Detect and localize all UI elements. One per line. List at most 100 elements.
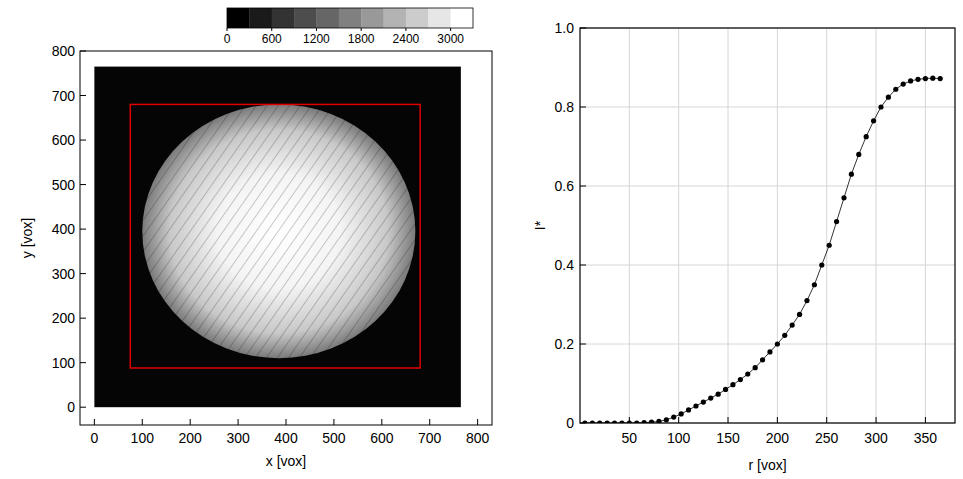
point bbox=[893, 87, 898, 92]
colorbar-swatch bbox=[227, 8, 250, 28]
tick bbox=[80, 362, 86, 363]
tick bbox=[678, 417, 679, 423]
point bbox=[664, 417, 669, 422]
colorbar-label: 1200 bbox=[303, 32, 330, 46]
tick bbox=[190, 419, 191, 425]
tick-label: 200 bbox=[179, 430, 203, 446]
colorbar-swatch bbox=[361, 8, 384, 28]
tick bbox=[80, 184, 86, 185]
colorbar-swatch bbox=[272, 8, 295, 28]
grid-line bbox=[678, 28, 679, 423]
tick-label: 700 bbox=[418, 430, 442, 446]
tick bbox=[381, 419, 382, 425]
point bbox=[642, 420, 647, 423]
point bbox=[708, 396, 713, 401]
tick-label: 250 bbox=[815, 430, 839, 446]
point bbox=[723, 387, 728, 392]
tick bbox=[333, 419, 334, 425]
colorbar-tick bbox=[316, 28, 317, 31]
grid-line bbox=[925, 28, 926, 423]
point bbox=[627, 420, 632, 423]
colorbar-label: 2400 bbox=[393, 32, 420, 46]
point bbox=[782, 333, 787, 338]
tick bbox=[580, 344, 586, 345]
tick-label: 350 bbox=[914, 430, 938, 446]
point bbox=[612, 420, 617, 423]
point bbox=[649, 420, 654, 423]
axis-title: x [vox] bbox=[266, 453, 306, 469]
point bbox=[923, 76, 928, 81]
colorbar-label: 0 bbox=[224, 32, 231, 46]
point bbox=[841, 195, 846, 200]
tick-label: 0.6 bbox=[555, 178, 575, 194]
tick-label: 500 bbox=[322, 430, 346, 446]
tick bbox=[142, 419, 143, 425]
sample-disc bbox=[142, 104, 415, 358]
tick-label: 1.0 bbox=[555, 20, 575, 36]
tick bbox=[80, 318, 86, 319]
tick-label: 0 bbox=[566, 415, 574, 431]
tick-label: 100 bbox=[667, 430, 691, 446]
point bbox=[693, 403, 698, 408]
point bbox=[760, 357, 765, 362]
point bbox=[819, 262, 824, 267]
tick-label: 300 bbox=[864, 430, 888, 446]
colorbar-swatch bbox=[384, 8, 407, 28]
tick bbox=[580, 28, 586, 29]
point bbox=[804, 298, 809, 303]
tick bbox=[728, 417, 729, 423]
point bbox=[634, 420, 639, 423]
point bbox=[886, 95, 891, 100]
axis-title: I* bbox=[532, 220, 548, 230]
colorbar-swatch bbox=[316, 8, 339, 28]
point bbox=[753, 365, 758, 370]
point bbox=[656, 419, 661, 423]
point bbox=[716, 392, 721, 397]
tick bbox=[80, 95, 86, 96]
plot-area bbox=[582, 76, 942, 423]
point bbox=[679, 411, 684, 416]
colorbar-tick bbox=[271, 28, 272, 31]
tick-label: 800 bbox=[466, 430, 490, 446]
tick bbox=[80, 51, 86, 52]
point bbox=[871, 118, 876, 123]
tick-label: 0.2 bbox=[555, 336, 575, 352]
tick-label: 0.8 bbox=[555, 99, 575, 115]
line bbox=[585, 78, 940, 423]
grid-line bbox=[876, 28, 877, 423]
tick bbox=[80, 407, 86, 408]
colorbar-frame bbox=[227, 8, 473, 28]
tick bbox=[580, 107, 586, 108]
image-background bbox=[94, 67, 460, 408]
colorbar-swatch bbox=[406, 8, 429, 28]
colorbar-label: 3000 bbox=[437, 32, 464, 46]
point bbox=[864, 134, 869, 139]
colorbar-swatch bbox=[249, 8, 272, 28]
tick bbox=[777, 417, 778, 423]
grid-line bbox=[580, 107, 955, 108]
colorbar-swatch bbox=[428, 8, 451, 28]
point bbox=[901, 81, 906, 86]
point bbox=[582, 420, 587, 423]
point bbox=[938, 76, 943, 81]
tick-label: 100 bbox=[131, 430, 155, 446]
frame bbox=[80, 51, 492, 425]
tick bbox=[826, 417, 827, 423]
point bbox=[590, 420, 595, 423]
point bbox=[619, 420, 624, 423]
colorbar-tick bbox=[450, 28, 451, 31]
point bbox=[849, 172, 854, 177]
colorbar-tick bbox=[405, 28, 406, 31]
colorbar-tick bbox=[361, 28, 362, 31]
point bbox=[908, 78, 913, 83]
point bbox=[775, 341, 780, 346]
tick-label: 300 bbox=[52, 266, 76, 282]
colorbar-label: 600 bbox=[262, 32, 282, 46]
grid-line bbox=[629, 28, 630, 423]
tick-label: 0 bbox=[90, 430, 98, 446]
tick bbox=[580, 265, 586, 266]
tick-label: 0.4 bbox=[555, 257, 575, 273]
tick-label: 500 bbox=[52, 177, 76, 193]
tick bbox=[80, 229, 86, 230]
figure: 0100200300400500600700800010020030040050… bbox=[0, 0, 963, 479]
